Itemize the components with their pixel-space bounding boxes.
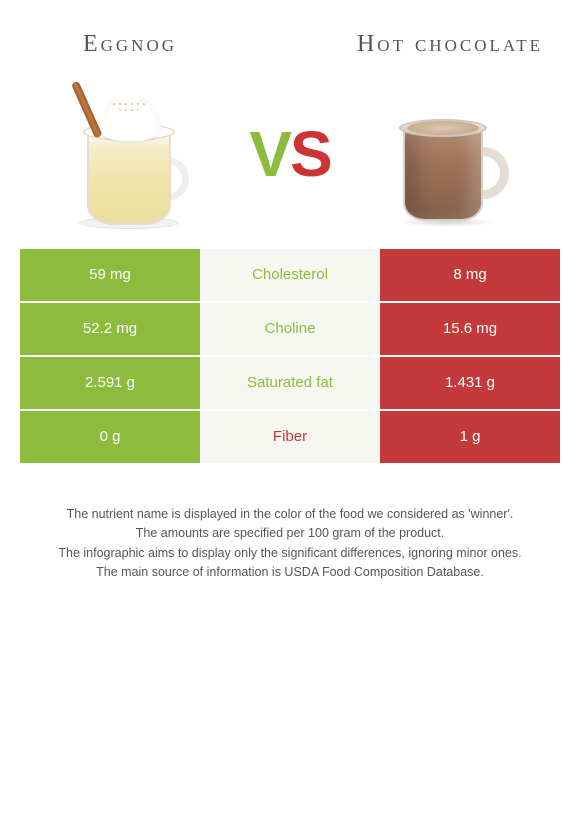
cell-left: 52.2 mg xyxy=(20,303,200,355)
footnote-line: The nutrient name is displayed in the co… xyxy=(30,505,550,524)
footnotes: The nutrient name is displayed in the co… xyxy=(0,465,580,583)
eggnog-illustration xyxy=(71,79,191,229)
cell-left: 2.591 g xyxy=(20,357,200,409)
table-row: 2.591 gSaturated fat1.431 g xyxy=(20,357,560,409)
cell-label: Saturated fat xyxy=(200,357,380,409)
titles-row: Eggnog Hot chocolate xyxy=(0,0,580,69)
cell-right: 1 g xyxy=(380,411,560,463)
cell-label: Fiber xyxy=(200,411,380,463)
hero-row: VS xyxy=(0,69,580,249)
cell-label: Cholesterol xyxy=(200,249,380,301)
cell-left: 59 mg xyxy=(20,249,200,301)
footnote-line: The infographic aims to display only the… xyxy=(30,544,550,563)
footnote-line: The main source of information is USDA F… xyxy=(30,563,550,582)
table-row: 0 gFiber1 g xyxy=(20,411,560,463)
cell-right: 15.6 mg xyxy=(380,303,560,355)
vs-s: S xyxy=(290,118,331,190)
title-left: Eggnog xyxy=(20,30,240,59)
title-right: Hot chocolate xyxy=(340,30,560,59)
image-left xyxy=(20,79,241,229)
hot-chocolate-illustration xyxy=(389,79,509,229)
table-row: 59 mgCholesterol8 mg xyxy=(20,249,560,301)
footnote-line: The amounts are specified per 100 gram o… xyxy=(30,524,550,543)
comparison-table: 59 mgCholesterol8 mg52.2 mgCholine15.6 m… xyxy=(0,249,580,463)
cell-right: 1.431 g xyxy=(380,357,560,409)
table-row: 52.2 mgCholine15.6 mg xyxy=(20,303,560,355)
cell-label: Choline xyxy=(200,303,380,355)
cell-right: 8 mg xyxy=(380,249,560,301)
cell-left: 0 g xyxy=(20,411,200,463)
vs-label: VS xyxy=(241,117,338,191)
image-right xyxy=(339,79,560,229)
vs-v: V xyxy=(249,118,290,190)
